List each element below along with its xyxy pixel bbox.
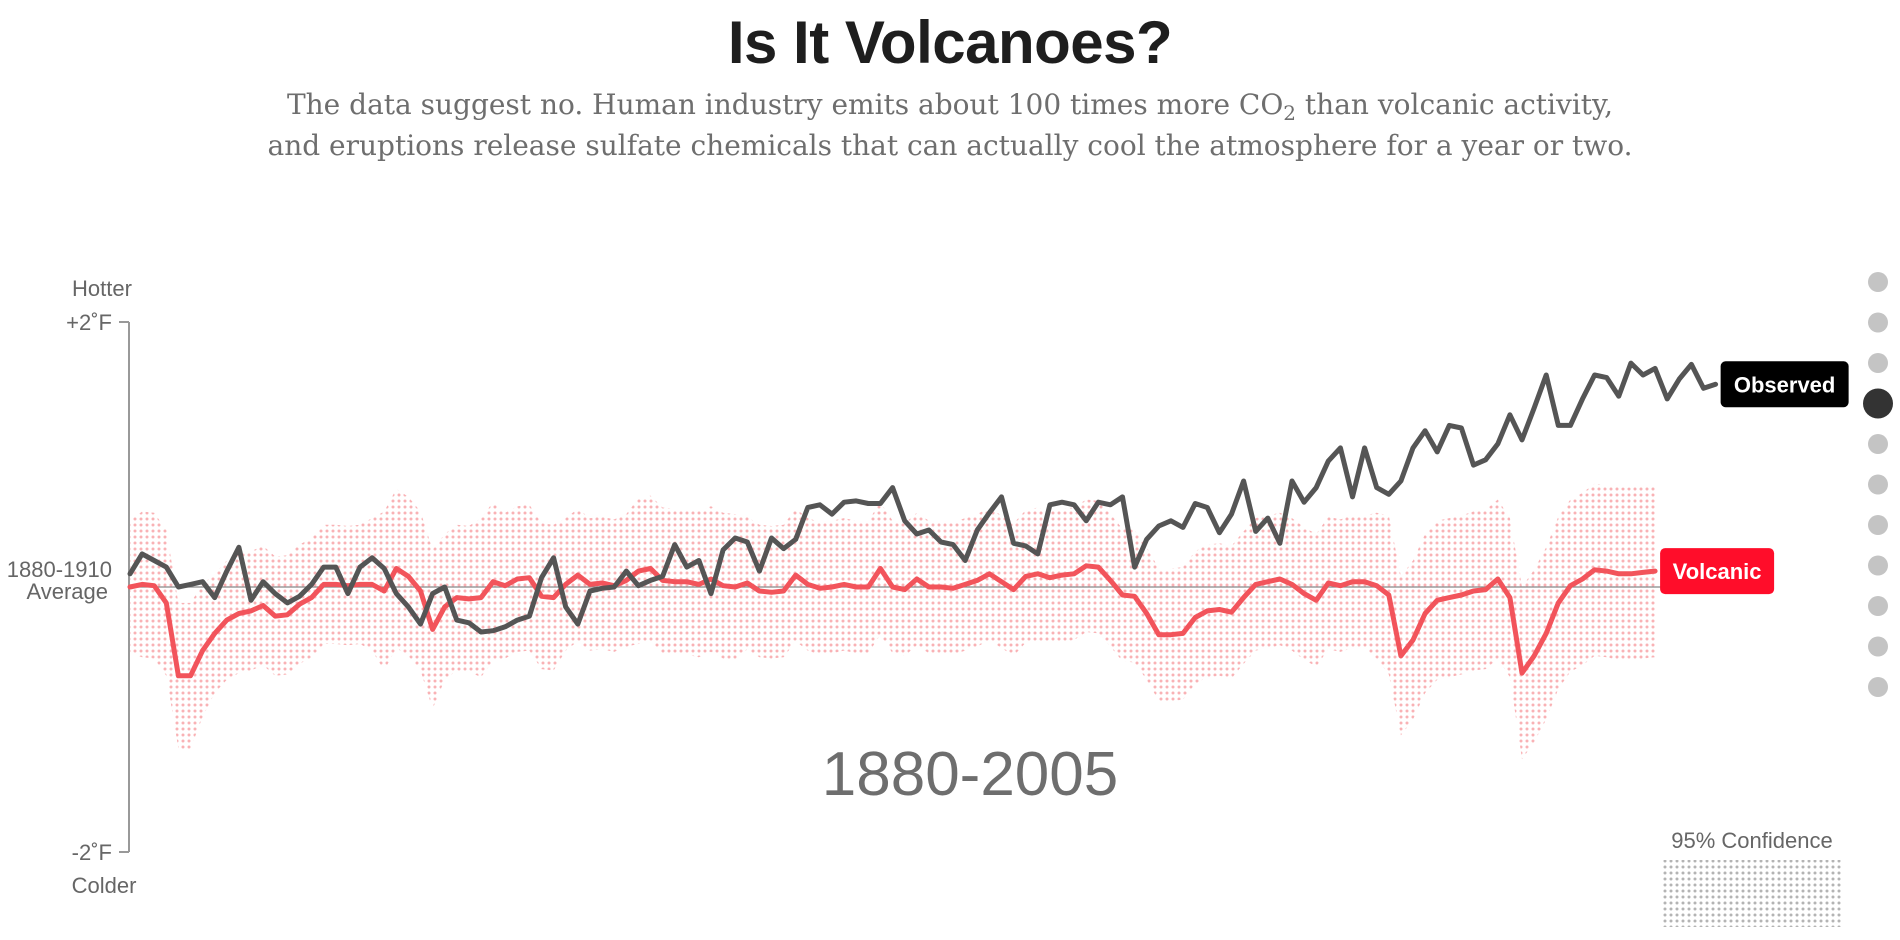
page-subtitle: The data suggest no. Human industry emit… — [0, 84, 1900, 166]
baseline-label-average: Average — [26, 579, 108, 604]
confidence-legend: 95% Confidence — [1663, 828, 1841, 927]
pagination-dot-3[interactable] — [1868, 353, 1888, 373]
pagination-dot-1[interactable] — [1868, 272, 1888, 292]
subtitle-line-2: and eruptions release sulfate chemicals … — [267, 129, 1633, 162]
volcanic-label-text: Volcanic — [1673, 559, 1762, 584]
series-layer — [127, 360, 1719, 679]
confidence-band — [130, 483, 1656, 760]
pagination-dot-7[interactable] — [1868, 515, 1888, 535]
observed-label: Observed — [1720, 361, 1849, 408]
series-labels: Observed Volcanic — [1660, 361, 1849, 595]
volcanic-label: Volcanic — [1660, 548, 1775, 595]
subtitle-text-after: than volcanic activity, — [1296, 88, 1614, 121]
year-range-label: 1880-2005 — [822, 740, 1119, 809]
observed-label-text: Observed — [1734, 372, 1836, 397]
subtitle-line-1: The data suggest no. Human industry emit… — [0, 84, 1900, 125]
y-bottom-label: Colder — [72, 873, 137, 898]
subtitle-subscript: 2 — [1283, 101, 1297, 125]
pagination-dot-5[interactable] — [1868, 434, 1888, 454]
legend-label: 95% Confidence — [1671, 828, 1832, 853]
pagination-dot-10[interactable] — [1868, 636, 1888, 657]
observed-label-bg — [1720, 361, 1849, 408]
confidence-band-layer — [130, 483, 1656, 760]
y-axis: Hotter +2˚F -2˚F Colder 1880-1910 Averag… — [7, 276, 1767, 898]
pagination-dot-4[interactable] — [1863, 388, 1893, 419]
observed-series-line — [127, 360, 1719, 635]
pagination-dot-11[interactable] — [1868, 677, 1888, 697]
volcanic-series-line — [127, 563, 1658, 679]
baseline-label-period: 1880-1910 — [7, 557, 112, 582]
y-tick-label-top: +2˚F — [66, 310, 112, 335]
slide-pagination — [1863, 272, 1893, 697]
y-top-label: Hotter — [72, 276, 132, 301]
y-tick-label-bottom: -2˚F — [72, 840, 112, 865]
legend-swatch — [1663, 860, 1841, 927]
volcanic-label-bg — [1660, 548, 1775, 595]
page-title: Is It Volcanoes? — [727, 9, 1173, 76]
pagination-dot-2[interactable] — [1868, 312, 1888, 333]
pagination-dot-9[interactable] — [1868, 596, 1888, 616]
pagination-dot-6[interactable] — [1868, 474, 1888, 495]
pagination-dot-8[interactable] — [1868, 555, 1888, 576]
subtitle-text-before: The data suggest no. Human industry emit… — [286, 88, 1284, 121]
